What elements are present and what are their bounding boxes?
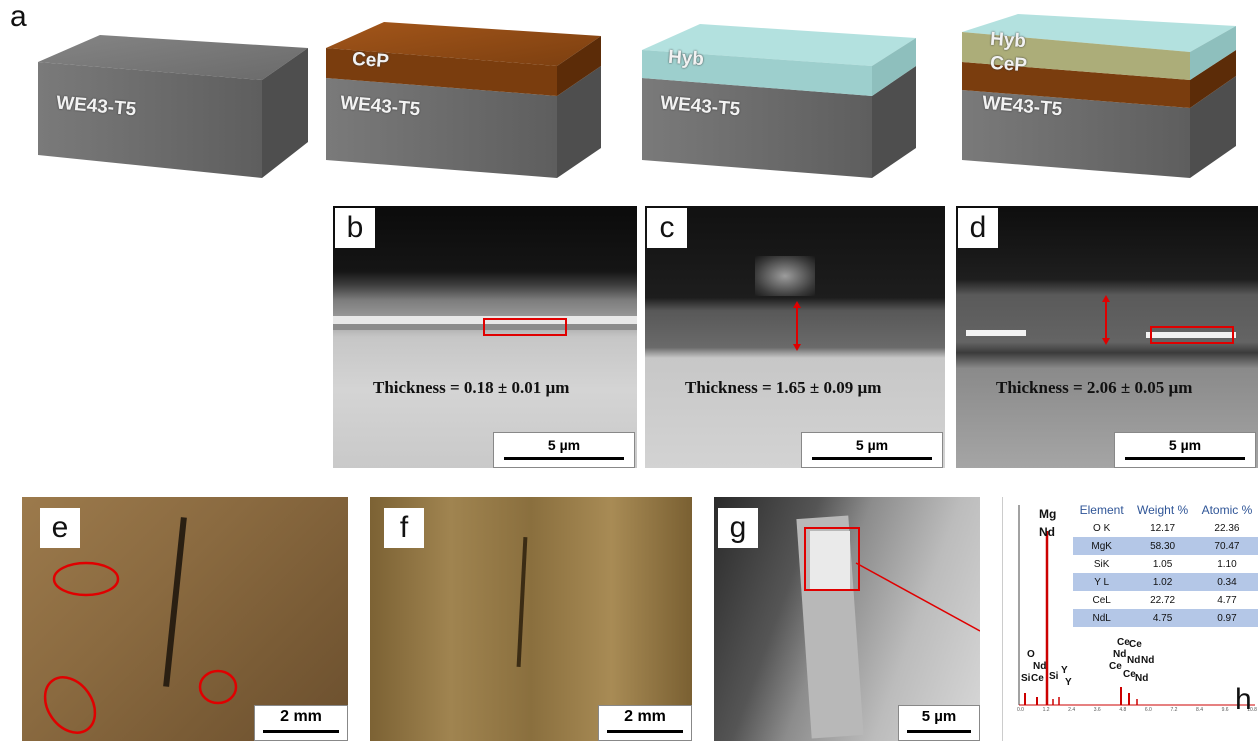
peak-ce-1: Ce [1031,673,1044,684]
table-row: SiK 1.05 1.10 [1073,555,1258,573]
panel-e-red-circles [43,561,238,734]
panel-c-sem-image: Thickness = 1.65 ± 0.09 µm 5 µm [645,206,945,468]
panel-f-label: f [384,508,424,548]
table-row: Y L 1.02 0.34 [1073,573,1258,591]
panel-g-red-box [804,527,860,591]
panel-g-sem-image: 5 µm [714,497,980,741]
peak-si-2: Si [1049,671,1059,682]
peak-nd-3: Nd [1127,655,1141,666]
panel-h-composition-table: Element Weight % Atomic % O K 12.17 22.36 … [1073,501,1258,627]
panel-f-scalebar: 2 mm [598,705,692,741]
panel-h-label: h [1235,683,1252,716]
block-hyb-cep [962,14,1236,178]
peak-si-1: Si [1021,673,1031,684]
table-header-weight: Weight % [1137,503,1189,517]
peak-nd-5: Nd [1135,673,1149,684]
panel-h-spectrum [1018,505,1255,706]
peak-mg: Mg [1039,507,1057,521]
peak-nd-main: Nd [1039,525,1055,539]
peak-y-1: Y [1061,665,1068,676]
peak-ce-4: Ce [1109,661,1122,672]
table-row: MgK 58.30 70.47 [1073,537,1258,555]
block-we43 [38,35,308,178]
panel-g-label: g [718,508,758,548]
peak-nd-4: Nd [1141,655,1155,666]
panel-b-sem-image: Thickness = 0.18 ± 0.01 µm 5 µm [333,206,637,468]
peak-nd-2: Nd [1113,649,1127,660]
panel-d-scalebar: 5 µm [1114,432,1256,468]
peak-y-2: Y [1065,677,1072,688]
table-header-atomic: Atomic % [1201,503,1253,517]
panel-b-label: b [335,208,375,248]
panel-d-sem-image: Thickness = 2.06 ± 0.05 µm 5 µm [956,206,1258,468]
block4-hyb-label: Hyb [989,28,1027,53]
panel-a-blocks [38,14,1236,178]
peak-ce-5: Ce [1123,669,1136,680]
peak-ce-3: Ce [1129,639,1142,650]
panel-c-scalebar: 5 µm [801,432,943,468]
panel-c-thickness: Thickness = 1.65 ± 0.09 µm [685,378,882,397]
panel-a-label: a [10,0,27,33]
panel-e-label: e [40,508,80,548]
table-row: O K 12.17 22.36 [1073,519,1258,537]
panel-h-x-ticks: 0.0 1.2 2.4 3.6 4.8 6.0 7.2 8.4 9.6 10.8 [1017,707,1257,713]
panel-b-red-box [483,318,567,336]
panel-d-red-box [1150,326,1234,344]
panel-g-scalebar: 5 µm [898,705,980,741]
panel-b-scalebar: 5 µm [493,432,635,468]
table-header-element: Element [1079,503,1124,517]
peak-ce-2: Ce [1117,637,1130,648]
panel-d-label: d [958,208,998,248]
block-hyb [642,24,916,178]
panel-b-thickness: Thickness = 0.18 ± 0.01 µm [373,378,570,397]
peak-o: O [1027,649,1035,660]
table-row: CeL 22.72 4.77 [1073,591,1258,609]
block2-cep-label: CeP [351,48,390,73]
panel-e-scalebar: 2 mm [254,705,348,741]
table-row: NdL 4.75 0.97 [1073,609,1258,627]
peak-nd-1: Nd [1033,661,1047,672]
block4-cep-label: CeP [989,52,1028,77]
panel-c-label: c [647,208,687,248]
panel-e-optical-image: 2 mm [22,497,348,741]
block-cep [326,22,601,178]
panel-h-eds: Mg Nd O Nd Si Ce Si Y Y Ce Ce Nd Nd Nd C… [1002,497,1258,741]
block3-hyb-label: Hyb [667,46,705,71]
panel-d-thickness: Thickness = 2.06 ± 0.05 µm [996,378,1193,397]
